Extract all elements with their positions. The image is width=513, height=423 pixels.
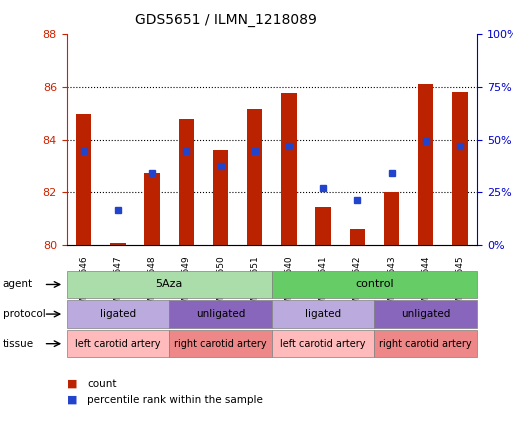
Bar <box>281 93 297 245</box>
Bar <box>384 192 399 245</box>
Text: percentile rank within the sample: percentile rank within the sample <box>87 395 263 405</box>
Text: control: control <box>355 280 394 289</box>
Text: unligated: unligated <box>401 309 450 319</box>
Text: ■: ■ <box>67 395 77 405</box>
Text: unligated: unligated <box>196 309 245 319</box>
Text: ■: ■ <box>67 379 77 389</box>
Text: 5Aza: 5Aza <box>155 280 183 289</box>
Text: GDS5651 / ILMN_1218089: GDS5651 / ILMN_1218089 <box>135 13 317 27</box>
Bar <box>418 84 433 245</box>
Text: right carotid artery: right carotid artery <box>380 339 472 349</box>
Bar <box>315 207 331 245</box>
Text: agent: agent <box>3 280 33 289</box>
Bar <box>76 114 91 245</box>
Bar <box>247 109 263 245</box>
Text: count: count <box>87 379 117 389</box>
Bar <box>145 173 160 245</box>
Text: left carotid artery: left carotid artery <box>75 339 161 349</box>
Bar <box>179 119 194 245</box>
Text: ligated: ligated <box>305 309 341 319</box>
Text: right carotid artery: right carotid artery <box>174 339 267 349</box>
Bar <box>213 150 228 245</box>
Text: protocol: protocol <box>3 309 45 319</box>
Text: left carotid artery: left carotid artery <box>281 339 366 349</box>
Bar <box>452 92 468 245</box>
Bar <box>350 230 365 245</box>
Text: ligated: ligated <box>100 309 136 319</box>
Text: tissue: tissue <box>3 339 34 349</box>
Bar <box>110 243 126 245</box>
